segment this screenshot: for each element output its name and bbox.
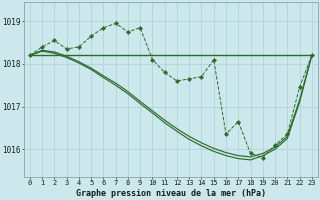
X-axis label: Graphe pression niveau de la mer (hPa): Graphe pression niveau de la mer (hPa): [76, 189, 266, 198]
